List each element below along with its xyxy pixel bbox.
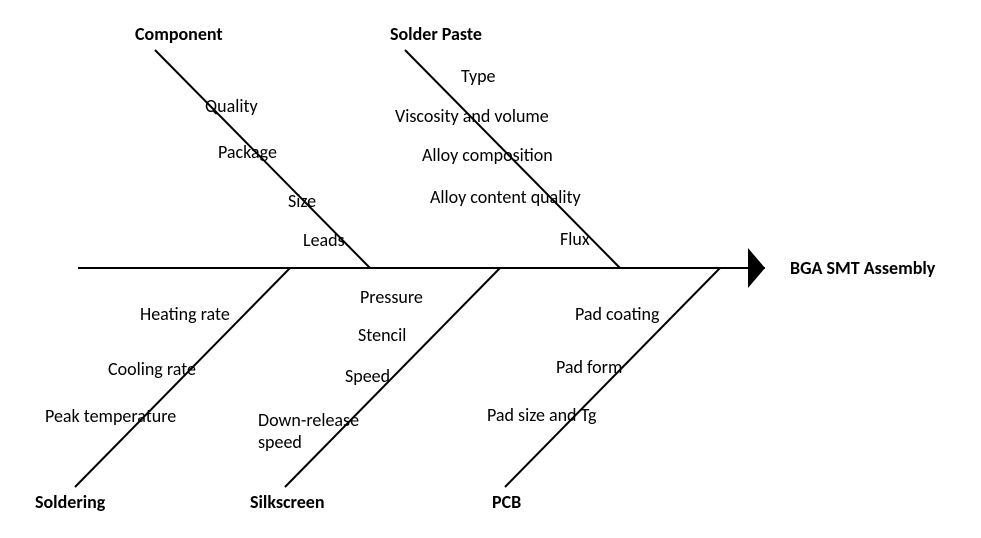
item-silkscreen-4: speed: [258, 431, 302, 453]
item-solder-paste-2: Alloy composition: [422, 144, 553, 166]
item-silkscreen-1: Stencil: [358, 324, 406, 346]
category-component: Component: [135, 23, 223, 45]
item-pcb-1: Pad form: [556, 356, 622, 378]
item-soldering-1: Cooling rate: [108, 358, 196, 380]
item-component-1: Package: [218, 141, 277, 163]
item-component-3: Leads: [303, 229, 345, 251]
category-silkscreen: Silkscreen: [250, 491, 325, 513]
head-label: BGA SMT Assembly: [790, 257, 936, 279]
item-soldering-0: Heating rate: [140, 303, 230, 325]
item-solder-paste-0: Type: [461, 65, 496, 87]
category-soldering: Soldering: [35, 491, 106, 513]
category-solder-paste: Solder Paste: [390, 23, 482, 45]
item-silkscreen-3: Down-release: [258, 409, 359, 431]
item-component-2: Size: [288, 190, 316, 212]
item-soldering-2: Peak temperature: [45, 405, 176, 427]
item-silkscreen-0: Pressure: [360, 286, 423, 308]
item-solder-paste-1: Viscosity and volume: [395, 105, 549, 127]
item-pcb-2: Pad size and Tg: [487, 404, 597, 426]
category-pcb: PCB: [492, 491, 521, 513]
item-solder-paste-4: Flux: [560, 228, 590, 250]
item-component-0: Quality: [205, 95, 258, 117]
fishbone-diagram: BGA SMT Assembly Component Quality Package S…: [0, 0, 981, 538]
head-arrow: [748, 248, 765, 288]
item-silkscreen-2: Speed: [345, 365, 390, 387]
item-solder-paste-3: Alloy content quality: [430, 186, 582, 208]
item-pcb-0: Pad coating: [575, 303, 660, 325]
